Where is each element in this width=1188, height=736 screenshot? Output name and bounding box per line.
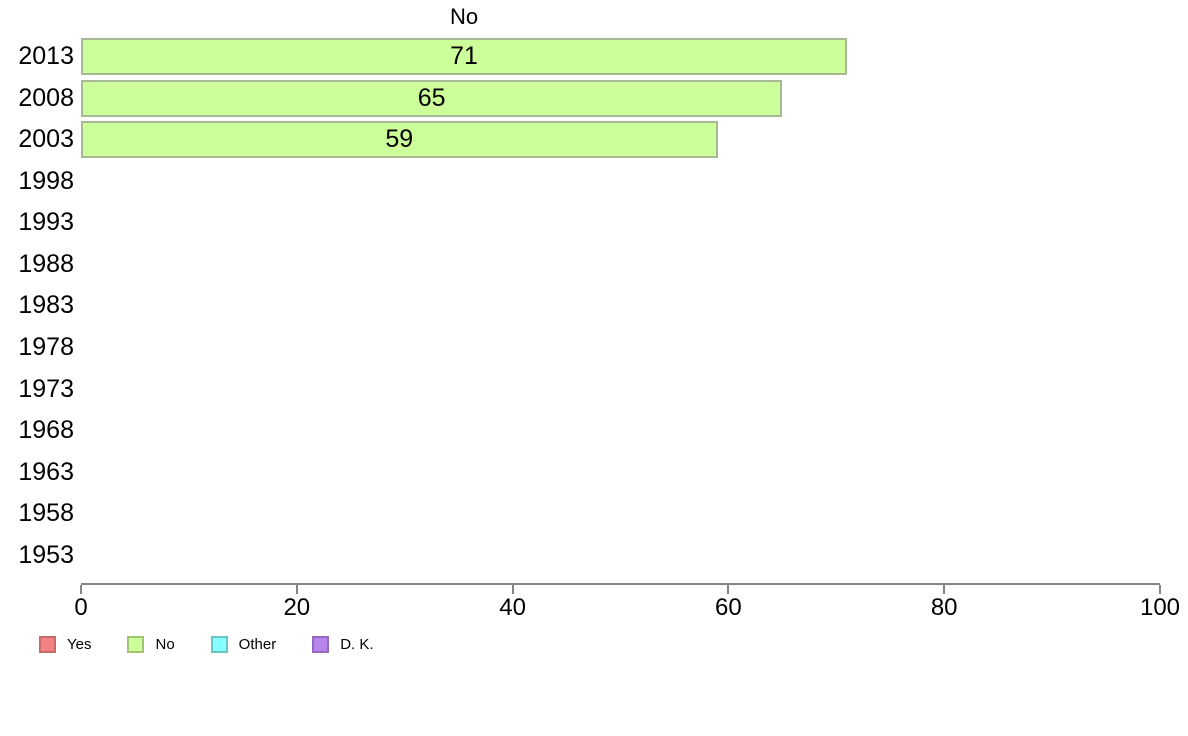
y-axis-label: 1993 <box>18 208 74 237</box>
legend: Yes No Other D. K. <box>39 636 374 653</box>
legend-label: Other <box>238 636 277 653</box>
bar: 65 <box>81 79 783 117</box>
legend-swatch-icon <box>312 636 330 653</box>
legend-item-d-k: D. K. <box>312 636 374 653</box>
bar: 71 <box>81 38 848 76</box>
x-axis-tick-label: 100 <box>1139 594 1181 621</box>
bar-row: 2008 65 <box>0 78 1160 120</box>
x-axis-tick <box>943 585 946 594</box>
bar-value-label: 71 <box>450 42 478 71</box>
y-axis-label: 1983 <box>18 291 74 320</box>
y-axis-label: 1998 <box>18 166 74 195</box>
bar: 59 <box>81 121 718 159</box>
bar-track <box>81 244 1160 286</box>
x-axis-tick-label: 20 <box>283 594 311 621</box>
bar-track: 59 <box>81 119 1160 161</box>
x-axis-tick-label: 60 <box>715 594 742 621</box>
bar-row: 1988 <box>0 244 1160 286</box>
bar-track <box>81 493 1160 535</box>
bar-row: 2013 71 <box>0 36 1160 78</box>
x-axis-tick <box>727 585 730 594</box>
x-axis-tick-label: 80 <box>930 594 958 621</box>
bar-track <box>81 451 1160 493</box>
bar-row: 2003 59 <box>0 119 1160 161</box>
y-axis-label: 1963 <box>18 457 74 486</box>
bar-track <box>81 327 1160 369</box>
bar-track <box>81 285 1160 327</box>
chart-title: No <box>449 4 479 29</box>
legend-swatch-icon <box>39 636 56 653</box>
x-axis-tick <box>1159 585 1161 594</box>
bar-row: 1953 <box>0 534 1160 576</box>
bar-track: 71 <box>81 36 1160 78</box>
bar-row: 1978 <box>0 327 1160 369</box>
plot-area: 2013 71 2008 65 2003 59 1998 1993 1988 1983 1978 19… <box>0 36 1160 576</box>
legend-item-no: No <box>127 636 175 653</box>
y-axis-label: 2003 <box>18 125 74 154</box>
bar-row: 1983 <box>0 285 1160 327</box>
bar-row: 1958 <box>0 493 1160 535</box>
legend-label: No <box>155 636 175 653</box>
legend-item-yes: Yes <box>39 636 91 653</box>
bar-row: 1968 <box>0 410 1160 452</box>
x-axis: 0 20 40 60 80 100 <box>74 583 1180 620</box>
x-axis-tick-label: 40 <box>499 594 526 621</box>
x-axis-tick-label: 0 <box>74 594 88 621</box>
y-axis-label: 2013 <box>18 42 74 71</box>
bar-value-label: 59 <box>385 125 414 154</box>
bar-track <box>81 368 1160 410</box>
y-axis-label: 2008 <box>18 83 74 112</box>
bar-track: 65 <box>81 78 1160 120</box>
bar-row: 1963 <box>0 451 1160 493</box>
bar-track <box>81 202 1160 244</box>
y-axis-label: 1988 <box>18 249 74 278</box>
bar-track <box>81 410 1160 452</box>
legend-item-other: Other <box>210 636 277 653</box>
y-axis-label: 1978 <box>18 332 74 361</box>
legend-swatch-icon <box>210 636 228 653</box>
bar-value-label: 65 <box>417 83 446 112</box>
legend-label: D. K. <box>340 636 374 653</box>
y-axis-label: 1973 <box>18 374 74 403</box>
bar-track <box>81 534 1160 576</box>
legend-label: Yes <box>67 636 92 653</box>
bar-row: 1993 <box>0 202 1160 244</box>
bar-track <box>81 161 1160 203</box>
x-axis-tick <box>511 585 514 594</box>
bar-row: 1998 <box>0 161 1160 203</box>
bar-row: 1973 <box>0 368 1160 410</box>
x-axis-tick <box>80 585 82 594</box>
y-axis-label: 1958 <box>18 499 74 528</box>
legend-swatch-icon <box>127 636 145 653</box>
y-axis-label: 1953 <box>18 540 74 569</box>
x-axis-tick <box>295 585 298 594</box>
y-axis-label: 1968 <box>18 416 74 445</box>
